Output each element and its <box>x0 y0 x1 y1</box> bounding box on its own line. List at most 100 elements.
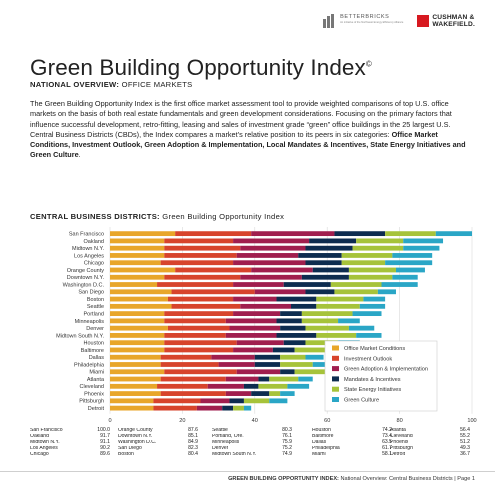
bar-segment <box>316 303 360 309</box>
bar-segment <box>240 303 291 309</box>
score-market-name: Atlanta <box>390 428 406 433</box>
score-table-row: Atlanta 56.4 <box>390 427 470 434</box>
copyright-mark: © <box>365 59 372 69</box>
bar-segment <box>110 282 158 287</box>
category-label: Oakland <box>84 239 105 245</box>
bar-segment <box>225 376 259 382</box>
legend-swatch <box>332 345 339 351</box>
bar-segment <box>110 391 161 396</box>
bar-segment <box>280 362 313 367</box>
x-tick-label: 100 <box>467 418 476 424</box>
bar-segment <box>269 376 299 382</box>
intro-text: The Green Building Opportunity Index is … <box>30 99 452 139</box>
score-value: 84.9 <box>188 438 198 445</box>
score-market-name: Pittsburgh <box>390 445 413 451</box>
bar-segment <box>164 333 226 338</box>
bar-segment <box>171 303 241 309</box>
score-table-row: Phoenix 51.2 <box>390 438 470 446</box>
score-table-row: Dallas 63.5 <box>312 438 392 446</box>
score-value: 51.2 <box>460 438 470 445</box>
bar-segment <box>258 376 270 382</box>
intro-paragraph: The Green Building Opportunity Index is … <box>30 99 470 161</box>
index-score-table: San Francisco 100.0 Oakland 91.7 Midtown N.Y… <box>30 427 470 460</box>
category-label: Cleveland <box>80 384 104 390</box>
bar-segment <box>316 296 364 302</box>
bar-segment <box>280 391 295 396</box>
bar-segment <box>229 398 244 404</box>
bar-segment <box>110 325 168 331</box>
bar-segment <box>352 245 404 251</box>
bar-segment <box>243 398 270 404</box>
bar-segment <box>348 267 396 273</box>
subtitle-rest: OFFICE MARKETS <box>119 80 193 89</box>
bar-segment <box>211 354 255 360</box>
score-table-row: Denver 75.2 <box>212 444 292 452</box>
bar-segment <box>280 311 302 317</box>
category-label: Houston <box>84 341 105 347</box>
score-table-row: Philadelphia 61.7 <box>312 445 392 452</box>
intro-end: . <box>78 150 81 160</box>
bar-segment <box>395 267 425 273</box>
bar-segment <box>164 238 234 244</box>
bar-segment <box>171 289 255 295</box>
bar-segment <box>392 274 418 280</box>
score-table-row: Los Angeles 90.2 <box>30 445 110 452</box>
page-title: Green Building Opportunity Index© <box>30 55 372 81</box>
bar-segment <box>251 231 335 237</box>
bar-segment <box>200 398 230 404</box>
legend-label: Investment Outlook <box>344 356 392 362</box>
score-market-name: Dallas <box>312 439 327 445</box>
bar-segment <box>254 362 281 367</box>
bar-segment <box>341 260 386 266</box>
bar-segment <box>276 296 317 302</box>
bar-segment <box>280 354 306 360</box>
score-market-name: Washington D.C. <box>118 439 157 445</box>
bar-segment <box>283 282 331 287</box>
bar-segment <box>356 238 404 244</box>
page-subtitle: NATIONAL OVERVIEW: OFFICE MARKETS <box>30 80 193 89</box>
category-label: Portland <box>84 312 105 318</box>
score-value: 74.9 <box>282 450 292 457</box>
score-value: 74.2 <box>382 427 392 433</box>
category-label: Phoenix <box>84 391 104 397</box>
bar-segment <box>294 369 328 375</box>
bar-segment <box>110 289 172 295</box>
bar-segment <box>240 245 306 251</box>
bar-segment <box>305 325 349 331</box>
score-market-name: Oakland <box>30 433 49 439</box>
bar-segment <box>233 238 310 244</box>
bar-segment <box>157 282 234 287</box>
bar-segment <box>110 376 161 382</box>
bar-segment <box>160 362 219 367</box>
footer-rest: National Overview: Central Business Dist… <box>338 476 453 482</box>
bar-segment <box>301 311 353 317</box>
bar-segment <box>251 267 313 273</box>
score-table-row: Downtown N.Y. 85.1 <box>118 433 198 440</box>
bar-segment <box>276 318 302 324</box>
bar-segment <box>435 231 472 237</box>
x-tick-label: 80 <box>396 418 402 424</box>
score-value: 63.5 <box>382 438 392 445</box>
bar-segment <box>110 260 161 266</box>
bar-segment <box>233 405 244 411</box>
score-value: 75.2 <box>282 444 292 451</box>
category-label: Baltimore <box>81 348 104 354</box>
category-label: Orange County <box>67 268 105 274</box>
x-tick-label: 0 <box>108 418 111 424</box>
score-table-column: Seattle 80.3 Portland, Ore. 76.1 Minneapolis… <box>212 427 292 458</box>
score-market-name: Denver <box>212 445 229 451</box>
bar-segment <box>280 369 295 375</box>
score-value: 49.3 <box>460 444 470 451</box>
legend-swatch <box>332 376 339 382</box>
bar-segment <box>222 405 234 411</box>
bar-segment <box>110 333 165 338</box>
bar-segment <box>110 311 165 317</box>
score-table-row: Midtown N.Y. 91.1 <box>30 439 110 446</box>
bar-segment <box>153 398 201 404</box>
bar-segment <box>251 391 270 396</box>
score-table-column: Atlanta 56.4 Cleveland 55.2 Phoenix 51.2 Pitts… <box>390 427 470 458</box>
intro-categories: Office Market Conditions, Investment Out… <box>30 129 466 160</box>
bar-segment <box>167 325 230 331</box>
bar-segment <box>298 253 342 258</box>
